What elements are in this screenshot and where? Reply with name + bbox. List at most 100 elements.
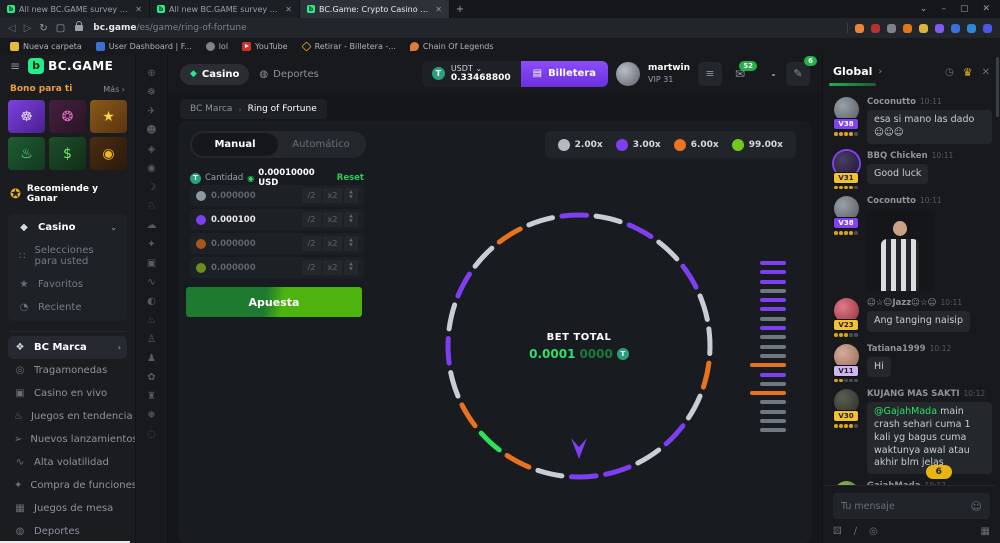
- reset-button[interactable]: Reset: [336, 173, 364, 183]
- browser-tab[interactable]: b All new BC.GAME survey & feedback✕: [150, 0, 300, 18]
- chat-username[interactable]: GajahMada10:12: [867, 481, 992, 485]
- game-shortcut-icon[interactable]: ☁: [146, 220, 157, 231]
- game-shortcut-icon[interactable]: ☻: [146, 125, 157, 136]
- keyboard-icon[interactable]: ▦: [980, 526, 990, 537]
- coin-bonus[interactable]: ◉: [90, 137, 127, 171]
- shield-extension-icon[interactable]: [855, 23, 864, 33]
- breadcrumb-parent[interactable]: BC Marca: [190, 104, 233, 114]
- extension-icon[interactable]: [887, 23, 896, 33]
- maximize-icon[interactable]: ▢: [959, 4, 969, 14]
- game-shortcut-icon[interactable]: ♟: [147, 353, 156, 364]
- quantity-stepper[interactable]: ▲ ▼: [344, 236, 358, 251]
- close-icon[interactable]: ✕: [982, 4, 990, 14]
- roulette-bonus[interactable]: ❂: [49, 100, 86, 134]
- half-button[interactable]: /2: [302, 212, 321, 227]
- bookmark-item[interactable]: lol: [205, 42, 228, 51]
- half-button[interactable]: /2: [302, 188, 321, 203]
- chat-username[interactable]: Tatiana1999 10:12: [867, 343, 952, 354]
- half-button[interactable]: /2: [302, 260, 321, 275]
- extension-icon[interactable]: [935, 23, 944, 33]
- game-shortcut-icon[interactable]: ◈: [147, 144, 156, 155]
- chat-username[interactable]: KUJANG MAS SAKTI 10:12: [867, 389, 986, 400]
- info-icon[interactable]: ◉: [247, 173, 255, 183]
- tab-close-icon[interactable]: ✕: [435, 4, 442, 14]
- trophy-icon[interactable]: ♛: [962, 65, 973, 79]
- chat-channel-tab[interactable]: Global: [828, 64, 877, 86]
- bet-amount-value[interactable]: 0.000000: [211, 262, 256, 273]
- game-shortcut-icon[interactable]: ✿: [147, 372, 156, 383]
- avatar[interactable]: [833, 298, 859, 324]
- sidebar-item-casino-en-vivo[interactable]: ▣ Casino en vivo: [8, 382, 127, 405]
- mail-icon[interactable]: ✉ 52: [730, 60, 757, 81]
- metamask-extension-icon[interactable]: [903, 23, 912, 33]
- quantity-stepper[interactable]: ▲ ▼: [344, 260, 358, 275]
- sidebar-item-deportes[interactable]: ◍ Deportes: [8, 520, 127, 543]
- chat-close-icon[interactable]: ✕: [981, 66, 990, 78]
- sidebar-item-alta-volatilidad[interactable]: ∿ Alta volatilidad: [8, 451, 127, 474]
- coin-tip-icon[interactable]: ◎: [869, 526, 878, 537]
- flask-bonus[interactable]: ♨: [8, 137, 45, 171]
- avatar[interactable]: [616, 61, 640, 86]
- amount-value[interactable]: 0.00010000 USD: [258, 168, 315, 188]
- sidebar-item-nuevos-lanzamientos[interactable]: ➢ Nuevos lanzamientos: [8, 428, 135, 451]
- game-shortcut-icon[interactable]: ☸: [147, 87, 156, 98]
- game-shortcut-icon[interactable]: ◐: [147, 296, 156, 307]
- chat-input[interactable]: [841, 500, 965, 512]
- bookmark-item[interactable]: Retirar - Billetera -...: [300, 41, 396, 52]
- nav-casino[interactable]: ◆ Casino: [180, 63, 250, 85]
- tab-close-icon[interactable]: ✕: [285, 4, 292, 14]
- extension-icon[interactable]: [983, 23, 992, 33]
- game-shortcut-icon[interactable]: ♘: [147, 201, 156, 212]
- extension-icon[interactable]: [919, 23, 928, 33]
- avatar[interactable]: [833, 196, 859, 222]
- cash-bonus[interactable]: $: [49, 137, 86, 171]
- bet-amount-value[interactable]: 0.000000: [211, 238, 256, 249]
- page-scrollbar[interactable]: [995, 55, 1000, 543]
- wallet-button[interactable]: ▤ Billetera: [520, 60, 608, 88]
- tab-automático[interactable]: Automático: [292, 139, 350, 150]
- news-icon[interactable]: ✎ 6: [786, 55, 817, 86]
- bet-amount-value[interactable]: 0.000100: [211, 214, 256, 225]
- game-shortcut-icon[interactable]: ⊕: [147, 68, 156, 79]
- sidebar-item-reciente[interactable]: ◔ Reciente: [8, 296, 127, 319]
- browser-tab[interactable]: b All new BC.GAME survey & feedback✕: [0, 0, 150, 18]
- sidebar-item-bc-marca[interactable]: ❖ BC Marca ›: [8, 336, 127, 359]
- half-button[interactable]: /2: [302, 236, 321, 251]
- bookmark-item[interactable]: Nueva carpeta: [10, 42, 82, 51]
- game-shortcut-icon[interactable]: ♜: [147, 391, 156, 402]
- spin-wheel-bonus[interactable]: ☸: [8, 100, 45, 134]
- mention-link[interactable]: @GajahMada: [874, 406, 938, 418]
- sidebar-scroll-indicator[interactable]: [0, 541, 130, 543]
- double-button[interactable]: x2: [323, 212, 342, 227]
- dice-icon[interactable]: ⚄: [833, 526, 842, 537]
- chevron-right-icon[interactable]: ›: [878, 67, 883, 77]
- slash-command-icon[interactable]: ∕: [853, 526, 858, 537]
- sidebar-item-favoritos[interactable]: ★ Favoritos: [8, 273, 127, 296]
- avatar[interactable]: [833, 150, 859, 176]
- emoji-icon[interactable]: ☺: [970, 499, 982, 513]
- avatar[interactable]: [833, 97, 859, 122]
- double-button[interactable]: x2: [323, 188, 342, 203]
- new-tab-button[interactable]: +: [455, 3, 465, 15]
- sidebar-item-juegos-en-tendencia[interactable]: ♨ Juegos en tendencia: [8, 405, 133, 428]
- avatar[interactable]: [833, 481, 859, 485]
- bcgame-logo[interactable]: b BC.GAME: [28, 57, 113, 74]
- unread-count-pill[interactable]: 6: [925, 465, 952, 479]
- nav-deportes[interactable]: ◍ Deportes: [259, 69, 318, 80]
- bonus-more-link[interactable]: Más ›: [103, 84, 125, 94]
- game-shortcut-icon[interactable]: ♙: [147, 334, 156, 345]
- user-info[interactable]: martwin VIP 31: [648, 63, 690, 84]
- tab-manual[interactable]: Manual: [192, 133, 278, 156]
- game-shortcut-icon[interactable]: ✦: [147, 239, 156, 250]
- avatar[interactable]: [833, 389, 859, 415]
- chat-image-football-player-photo[interactable]: [867, 209, 933, 292]
- star-bonus[interactable]: ★: [90, 100, 127, 134]
- quantity-stepper[interactable]: ▲ ▼: [344, 188, 358, 203]
- avatar[interactable]: [833, 343, 859, 369]
- quantity-stepper[interactable]: ▲ ▼: [344, 212, 358, 227]
- minimize-icon[interactable]: –: [941, 4, 946, 14]
- game-shortcut-icon[interactable]: ∿: [147, 277, 156, 288]
- sidebar-item-tragamonedas[interactable]: ◎ Tragamonedas: [8, 359, 127, 382]
- warning-extension-icon[interactable]: [871, 23, 880, 33]
- chat-username[interactable]: ☺☆☺Jazz☺☆☺ 10:11: [867, 298, 963, 309]
